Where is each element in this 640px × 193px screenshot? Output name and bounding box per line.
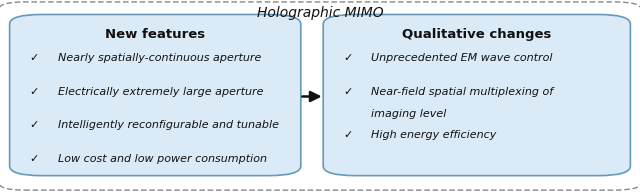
Text: Nearly spatially-continuous aperture: Nearly spatially-continuous aperture [58, 53, 261, 63]
Text: ✓: ✓ [29, 120, 38, 130]
Text: ✓: ✓ [29, 87, 38, 97]
FancyBboxPatch shape [323, 14, 630, 176]
Text: Unprecedented EM wave control: Unprecedented EM wave control [371, 53, 553, 63]
Text: ✓: ✓ [343, 53, 352, 63]
Text: ✓: ✓ [29, 53, 38, 63]
FancyBboxPatch shape [0, 2, 640, 190]
Text: Low cost and low power consumption: Low cost and low power consumption [58, 154, 267, 164]
Text: ✓: ✓ [343, 130, 352, 140]
FancyBboxPatch shape [10, 14, 301, 176]
Text: Holographic MIMO: Holographic MIMO [257, 6, 383, 19]
Text: High energy efficiency: High energy efficiency [371, 130, 497, 140]
Text: Qualitative changes: Qualitative changes [402, 28, 552, 41]
Text: New features: New features [105, 28, 205, 41]
Text: Electrically extremely large aperture: Electrically extremely large aperture [58, 87, 263, 97]
Text: Intelligently reconfigurable and tunable: Intelligently reconfigurable and tunable [58, 120, 278, 130]
Text: Near-field spatial multiplexing of: Near-field spatial multiplexing of [371, 87, 554, 97]
Text: imaging level: imaging level [371, 109, 447, 119]
Text: ✓: ✓ [343, 87, 352, 97]
Text: ✓: ✓ [29, 154, 38, 164]
